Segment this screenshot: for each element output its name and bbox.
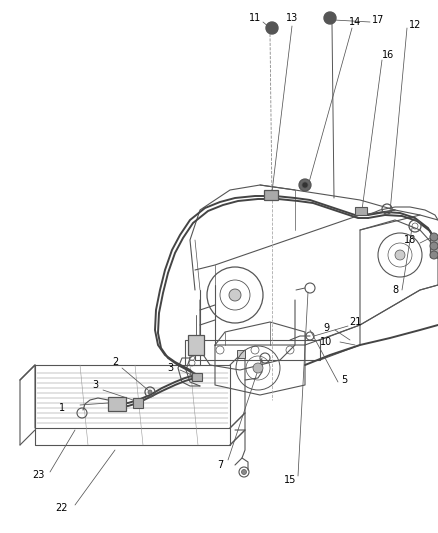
Text: 1: 1 (59, 403, 65, 413)
Bar (430, 235, 438, 257)
Text: 15: 15 (284, 475, 296, 485)
Circle shape (229, 289, 241, 301)
Text: 9: 9 (323, 323, 329, 333)
Bar (108, 397, 126, 411)
Text: 21: 21 (349, 317, 361, 327)
Circle shape (299, 179, 311, 191)
Bar (133, 398, 143, 408)
Bar (264, 190, 278, 200)
Circle shape (302, 182, 308, 188)
Bar (188, 335, 204, 355)
Text: 22: 22 (56, 503, 68, 513)
Text: 2: 2 (112, 357, 118, 367)
Text: 11: 11 (249, 13, 261, 23)
Circle shape (430, 233, 438, 241)
Text: 17: 17 (372, 15, 384, 25)
Text: 14: 14 (349, 17, 361, 27)
Text: 3: 3 (92, 380, 98, 390)
Bar (192, 373, 202, 381)
Circle shape (430, 242, 438, 250)
Text: 23: 23 (32, 470, 44, 480)
Bar (355, 207, 367, 215)
Circle shape (266, 22, 278, 34)
Text: 18: 18 (404, 235, 416, 245)
Text: 8: 8 (392, 285, 398, 295)
Circle shape (241, 470, 247, 474)
Text: 16: 16 (382, 50, 394, 60)
Circle shape (430, 251, 438, 259)
Bar (237, 350, 245, 358)
Text: 7: 7 (217, 460, 223, 470)
Circle shape (395, 250, 405, 260)
Text: 13: 13 (286, 13, 298, 23)
Text: 5: 5 (341, 375, 347, 385)
Text: 10: 10 (320, 337, 332, 347)
Circle shape (253, 363, 263, 373)
Circle shape (324, 12, 336, 24)
Text: 3: 3 (167, 363, 173, 373)
Circle shape (148, 390, 152, 394)
Text: 12: 12 (409, 20, 421, 30)
